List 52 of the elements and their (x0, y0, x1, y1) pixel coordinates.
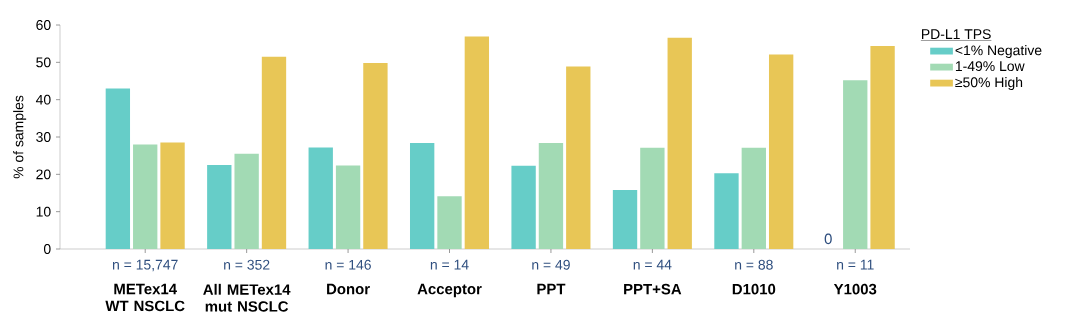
bar (437, 196, 462, 249)
legend-label: 1-49% Low (955, 61, 1025, 72)
annotation: 0 (824, 233, 832, 245)
bar (160, 142, 185, 249)
bar (261, 56, 287, 249)
text: n = 49 (532, 259, 570, 270)
bar (409, 142, 435, 249)
y-axis-title: % of samples (13, 95, 27, 179)
text: n = 88 (735, 259, 773, 270)
bar (234, 153, 259, 249)
text: n = 146 (325, 259, 371, 270)
legend-title: PD-L1 TPS (922, 29, 991, 40)
y-tick-label: 20 (36, 169, 51, 180)
bar (308, 147, 333, 249)
x-tick-label: Y1003 (833, 283, 877, 295)
text: n = 15,747 (112, 259, 178, 272)
legend-label: ≥50% High (955, 77, 1023, 90)
bar (612, 190, 638, 249)
bar (511, 165, 536, 249)
text: n = 44 (633, 259, 672, 270)
text: n = 11 (837, 259, 874, 270)
bar (335, 165, 361, 249)
bar (714, 173, 739, 249)
y-tick-label: 30 (36, 132, 51, 142)
y-tick-label: 50 (36, 57, 51, 68)
x-tick-label: Acceptor (417, 283, 482, 298)
legend-label: <1% Negative (955, 45, 1042, 58)
bar (566, 66, 591, 249)
bar (133, 144, 158, 249)
text: n = 14 (430, 259, 469, 270)
bar (843, 80, 868, 249)
bar (667, 37, 692, 249)
bar (640, 147, 665, 249)
bar (105, 88, 131, 249)
x-tick-label: Donor (327, 283, 370, 295)
y-tick-label: 0 (43, 244, 51, 254)
text: n = 352 (224, 259, 270, 270)
y-tick-label: 40 (35, 94, 51, 105)
bar (464, 36, 490, 249)
bar (538, 142, 564, 249)
bar (207, 165, 232, 249)
bar (870, 45, 895, 249)
x-tick-label: PPT+SA (624, 283, 682, 295)
x-tick-label: PPT (537, 283, 566, 295)
bar (363, 63, 388, 249)
y-tick-label: 60 (36, 20, 51, 30)
x-tick-label: All METex14 mut NSCLC (203, 283, 291, 312)
x-tick-label: D1010 (732, 283, 776, 295)
x-tick-label: METex14 WT NSCLC (105, 283, 185, 312)
y-tick-label: 10 (36, 206, 51, 217)
bar (741, 147, 766, 249)
bar (768, 54, 794, 249)
